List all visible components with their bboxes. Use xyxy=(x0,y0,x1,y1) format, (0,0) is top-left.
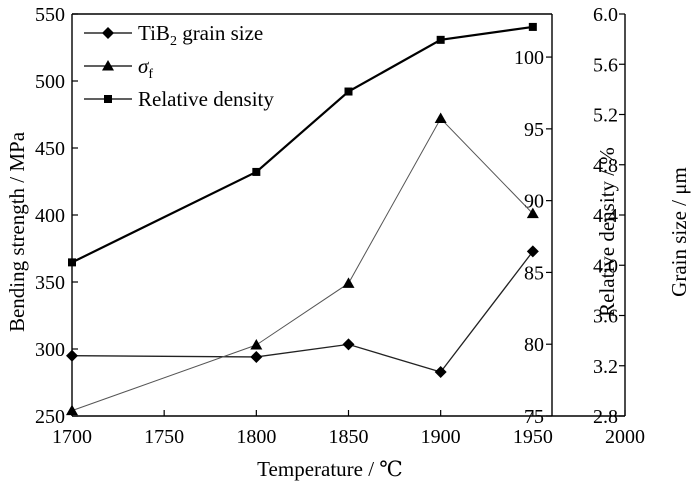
grain-size-tick-label: 2.8 xyxy=(593,406,618,428)
legend: TiB2 grain size σf Relative density xyxy=(84,21,274,111)
legend-marker xyxy=(104,95,112,103)
legend-marker xyxy=(102,27,114,39)
bending-strength-point xyxy=(342,277,355,288)
x-tick-label: 1950 xyxy=(513,426,553,448)
series-layer xyxy=(66,22,539,416)
legend-label-subscript: f xyxy=(148,67,153,82)
x-tick-label: 1750 xyxy=(144,426,184,448)
relative-density-axis-title: Relative density / % xyxy=(595,147,619,317)
grain-size-tick-label: 5.6 xyxy=(593,54,618,76)
grain-size-point xyxy=(250,350,263,363)
bending-strength-series-line xyxy=(71,117,534,412)
relative-density-tick-label: 90 xyxy=(524,191,544,213)
legend-label-subscript: 2 xyxy=(170,34,177,49)
grain-size-point xyxy=(342,338,355,351)
left-tick-label: 450 xyxy=(35,138,65,160)
left-tick-label: 550 xyxy=(35,4,65,26)
legend-label: σf xyxy=(138,54,153,82)
relative-density-tick-label: 85 xyxy=(524,262,544,284)
grain-size-tick-label: 4.4 xyxy=(593,205,618,227)
bending-strength-point xyxy=(434,112,447,124)
grain-size-tick-label: 4.8 xyxy=(593,155,618,177)
grain-size-tick-label: 3.6 xyxy=(593,306,618,328)
x-tick-label: 1900 xyxy=(421,426,461,448)
relative-density-point xyxy=(528,22,537,31)
axes-layer: 1700 1750 1800 1850 1900 1950 2000 250 300 350 400… xyxy=(35,4,645,448)
x-tick-label: 2000 xyxy=(605,426,645,448)
legend-label-main: Relative density xyxy=(138,87,274,111)
bending-strength-point xyxy=(250,338,263,350)
legend-marker xyxy=(102,60,114,71)
relative-density-point xyxy=(252,167,261,176)
relative-density-tick-label: 75 xyxy=(524,406,544,428)
left-tick-label: 250 xyxy=(35,406,65,428)
legend-label: TiB2 grain size xyxy=(138,21,263,49)
grain-size-point xyxy=(66,349,78,362)
relative-density-point xyxy=(344,87,353,96)
left-tick-label: 300 xyxy=(35,339,65,361)
relative-density-tick-label: 100 xyxy=(514,47,544,69)
grain-size-tick-label: 3.2 xyxy=(593,356,618,378)
legend-label-main: σ xyxy=(138,54,150,78)
grain-size-tick-label: 5.2 xyxy=(593,105,618,127)
grain-size-tick-label: 6.0 xyxy=(593,4,618,26)
grain-size-point xyxy=(526,245,539,258)
grain-size-axis-title: Grain size / μm xyxy=(667,167,691,297)
left-tick-label: 500 xyxy=(35,71,65,93)
x-axis-title: Temperature / ℃ xyxy=(257,457,403,481)
bending-strength-point xyxy=(66,404,78,416)
relative-density-tick-label: 80 xyxy=(524,334,544,356)
x-tick-label: 1800 xyxy=(236,426,276,448)
legend-label-main: TiB xyxy=(138,21,170,45)
relative-density-point xyxy=(436,35,445,44)
legend-label-rest: grain size xyxy=(177,21,263,45)
grain-size-point xyxy=(434,366,447,379)
x-tick-label: 1850 xyxy=(329,426,369,448)
left-axis-title: Bending strength / MPa xyxy=(5,131,29,332)
x-tick-label: 1700 xyxy=(52,426,92,448)
relative-density-tick-label: 95 xyxy=(524,119,544,141)
left-tick-label: 400 xyxy=(35,205,65,227)
grain-size-tick-label: 4.0 xyxy=(593,255,618,277)
grain-size-series-line xyxy=(71,251,534,373)
legend-label: Relative density xyxy=(138,87,274,111)
left-tick-label: 350 xyxy=(35,272,65,294)
relative-density-point xyxy=(68,258,76,267)
bending-strength-point xyxy=(526,207,539,219)
